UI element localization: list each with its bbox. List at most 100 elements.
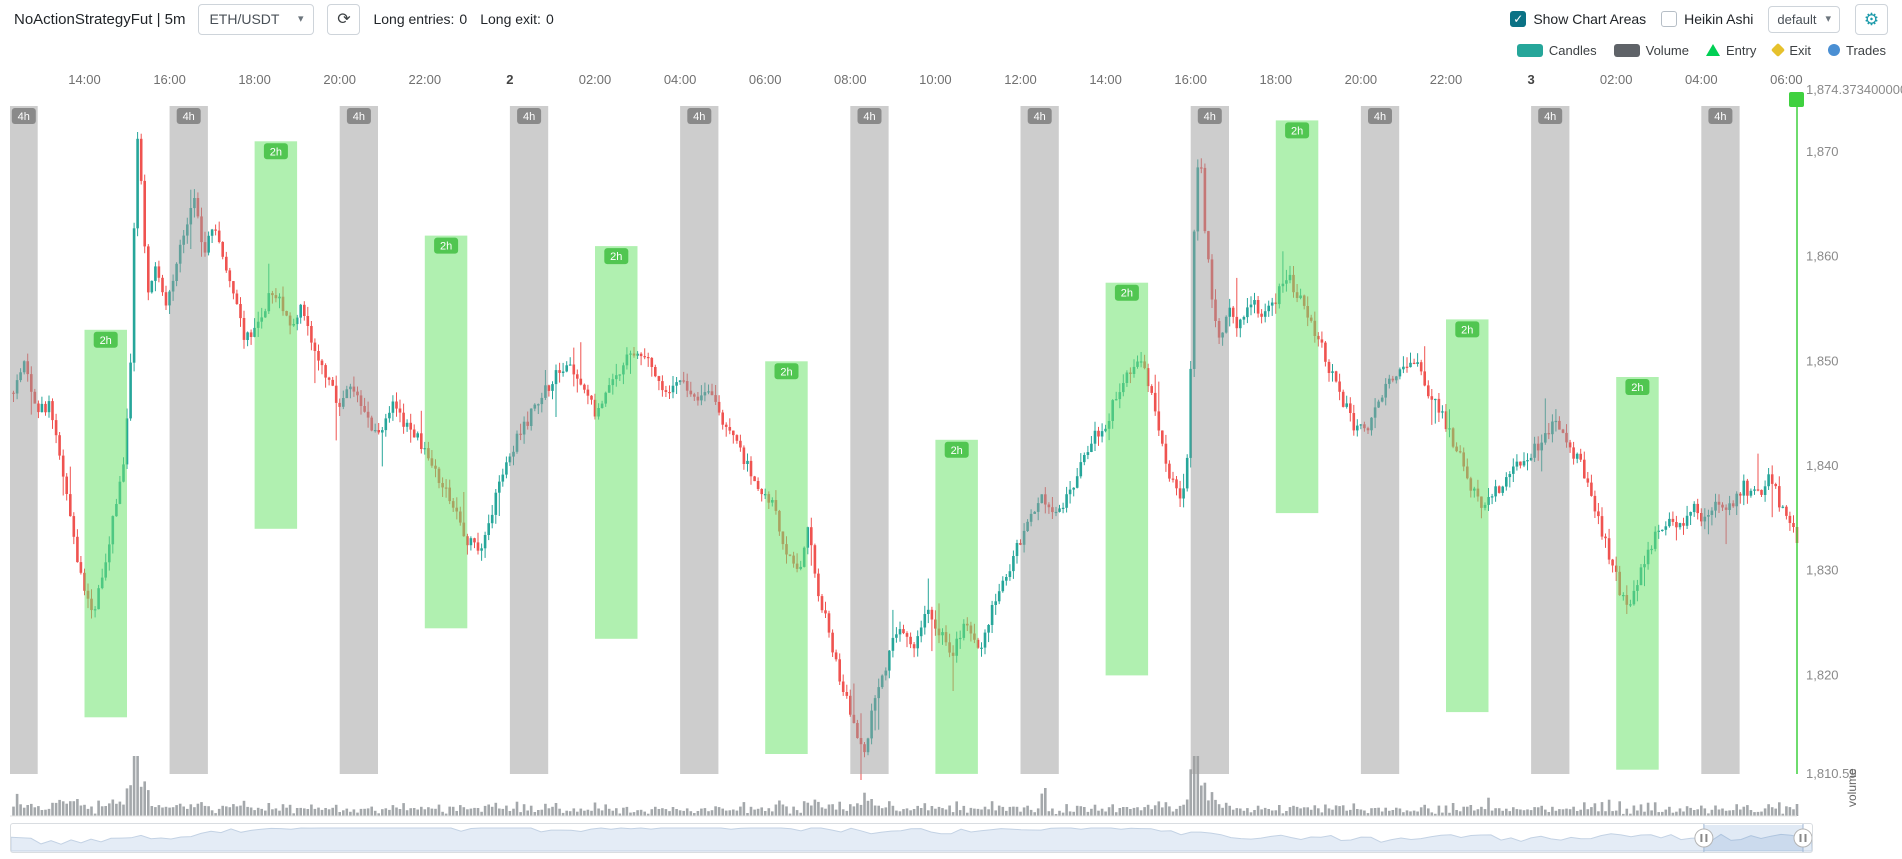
svg-text:02:00: 02:00 [1600,72,1633,87]
check-icon: ✓ [1513,12,1524,26]
heikin-ashi-option: ✓ Heikin Ashi [1661,11,1753,27]
chevron-down-icon: ▾ [297,12,304,25]
svg-text:1,820: 1,820 [1806,667,1839,682]
show-chart-areas-label: Show Chart Areas [1533,11,1647,27]
svg-text:2h: 2h [610,251,622,263]
volume-swatch [1613,43,1640,57]
legend-label: Trades [1846,42,1886,58]
chart-legend: Candles Volume Entry Exit Trades [0,38,1902,62]
svg-text:1,840: 1,840 [1806,458,1839,473]
svg-text:4h: 4h [693,111,705,123]
strategy-title: NoActionStrategyFut | 5m [14,10,186,28]
datazoom-selected-window[interactable] [1703,825,1803,851]
svg-text:4h: 4h [183,111,195,123]
plot-config-select[interactable]: default ▾ [1768,5,1840,33]
svg-text:4h: 4h [1374,111,1386,123]
show-chart-areas-checkbox[interactable]: ✓ [1510,11,1527,27]
svg-text:volume: volume [1845,768,1859,807]
long-entries-stat: Long entries: 0 [373,11,467,27]
svg-text:2h: 2h [440,241,452,253]
svg-text:1,860: 1,860 [1806,249,1839,264]
svg-text:20:00: 20:00 [1345,72,1378,87]
svg-text:1,874.373400000: 1,874.373400000 [1806,82,1902,97]
gear-icon: ⚙ [1863,9,1880,29]
entry-triangle-icon [1706,44,1720,56]
svg-text:4h: 4h [18,111,30,123]
svg-text:10:00: 10:00 [919,72,952,87]
chart-area: 4h 4h 4h 4h 4h 4h 4h 4h 4h 4h 4h 2h 2h 2h 2h 2h 2h 2h 2h 2h… [0,62,1902,820]
svg-text:4h: 4h [863,111,875,123]
app-header: NoActionStrategyFut | 5m ETH/USDT ▾ ⟳ Lo… [0,0,1902,38]
datazoom-svg [11,824,1812,852]
long-exit-label: Long exit: [480,11,541,27]
svg-text:3: 3 [1527,72,1534,87]
svg-text:16:00: 16:00 [1174,72,1207,87]
svg-text:20:00: 20:00 [323,72,356,87]
svg-text:4h: 4h [523,111,535,123]
legend-label: Candles [1548,42,1597,58]
chart-areas-overlay: 4h 4h 4h 4h 4h 4h 4h 4h 4h 4h 4h 2h 2h 2h 2h 2h 2h 2h 2h 2h… [10,106,1740,774]
legend-item-candles[interactable]: Candles [1516,42,1597,58]
legend-item-entry[interactable]: Entry [1706,43,1756,58]
svg-text:1,830: 1,830 [1806,563,1839,578]
svg-text:1,850: 1,850 [1806,353,1839,368]
svg-text:08:00: 08:00 [834,72,867,87]
long-entries-value: 0 [459,11,468,27]
svg-text:2h: 2h [1631,382,1643,394]
svg-text:04:00: 04:00 [664,72,697,87]
pair-select[interactable]: ETH/USDT ▾ [198,3,315,35]
show-chart-areas-option: ✓ Show Chart Areas [1510,11,1646,27]
datazoom-handle-right[interactable] [1793,828,1812,848]
svg-text:2h: 2h [270,146,282,158]
svg-text:2h: 2h [951,445,963,457]
legend-item-volume[interactable]: Volume [1613,42,1689,58]
svg-text:2h: 2h [100,335,112,347]
svg-text:2h: 2h [1461,324,1473,336]
settings-button[interactable]: ⚙ [1855,3,1888,35]
svg-text:18:00: 18:00 [238,72,271,87]
svg-text:1,810.59: 1,810.59 [1806,766,1857,781]
refresh-button[interactable]: ⟳ [327,3,361,35]
svg-text:4h: 4h [1204,111,1216,123]
trades-circle-icon [1828,44,1841,56]
long-exit-stat: Long exit: 0 [480,11,554,27]
price-chart-svg[interactable]: 4h 4h 4h 4h 4h 4h 4h 4h 4h 4h 4h 2h 2h 2h 2h 2h 2h 2h 2h 2h… [0,62,1902,820]
header-right-toolbar: ✓ Show Chart Areas ✓ Heikin Ashi default… [1510,3,1888,35]
svg-text:2h: 2h [780,366,792,378]
svg-text:14:00: 14:00 [68,72,101,87]
svg-text:04:00: 04:00 [1685,72,1718,87]
datazoom-slider[interactable] [10,823,1813,853]
svg-text:02:00: 02:00 [579,72,612,87]
legend-item-exit[interactable]: Exit [1771,42,1812,58]
datazoom-data-shadow [11,827,1812,852]
svg-text:16:00: 16:00 [153,72,186,87]
svg-text:2h: 2h [1121,288,1133,300]
datazoom-handle-left[interactable] [1694,828,1714,848]
svg-text:12:00: 12:00 [1004,72,1037,87]
legend-label: Volume [1645,42,1689,58]
legend-label: Entry [1726,42,1757,58]
volume-bars [12,756,1799,816]
svg-text:2: 2 [506,72,513,87]
heikin-ashi-label: Heikin Ashi [1684,11,1754,27]
svg-text:06:00: 06:00 [749,72,782,87]
legend-label: Exit [1789,42,1812,58]
svg-text:4h: 4h [1544,111,1556,123]
pair-select-value: ETH/USDT [209,11,280,27]
chevron-down-icon: ▾ [1825,12,1831,25]
svg-text:22:00: 22:00 [1430,72,1463,87]
long-exit-value: 0 [545,11,554,27]
svg-text:14:00: 14:00 [1089,72,1122,87]
refresh-icon: ⟳ [337,11,351,28]
svg-text:1,870: 1,870 [1806,144,1839,159]
svg-text:4h: 4h [1034,111,1046,123]
svg-text:22:00: 22:00 [409,72,442,87]
plot-config-value: default [1777,11,1817,27]
current-price-line [10,92,1804,817]
svg-text:18:00: 18:00 [1260,72,1293,87]
svg-text:06:00: 06:00 [1770,72,1803,87]
axis-labels: 14:00 16:00 18:00 20:00 22:00 2 02:00 04:00 06:0… [68,72,1902,807]
svg-text:4h: 4h [1714,111,1726,123]
legend-item-trades[interactable]: Trades [1828,43,1886,58]
heikin-ashi-checkbox[interactable]: ✓ [1661,11,1678,27]
